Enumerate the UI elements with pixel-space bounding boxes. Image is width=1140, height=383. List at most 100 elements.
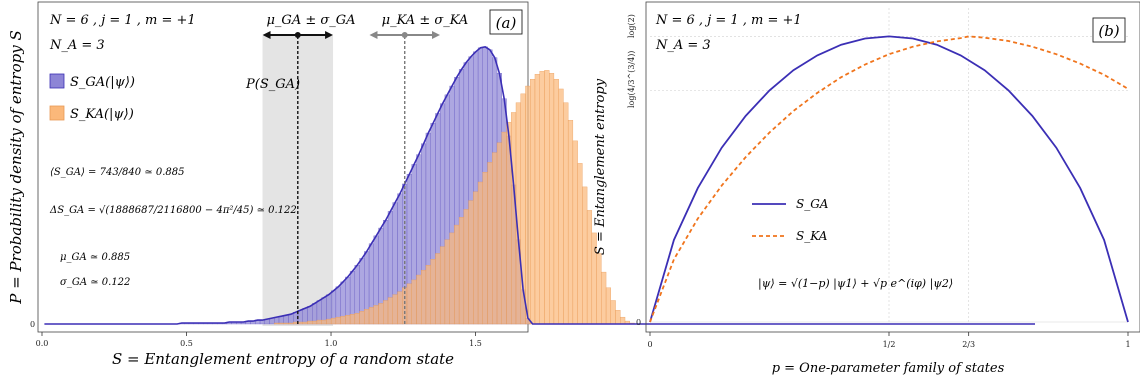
- histogram-ga-bar: [278, 315, 284, 325]
- histogram-ka-bar: [435, 253, 441, 325]
- histogram-ka-bar: [605, 287, 611, 325]
- panel-a: 0.0 0.5 1.0 1.5 0 S = Entanglement entropy …: [7, 1, 1035, 368]
- histogram-ka-bar: [558, 88, 564, 325]
- arrow-ka-center: [401, 32, 408, 38]
- histogram-ka-bar: [544, 70, 550, 325]
- y-tick-b-0: 0: [636, 318, 641, 327]
- histogram-ka-bar: [411, 279, 417, 325]
- legend-swatch-ka: [49, 105, 65, 121]
- histogram-ka-bar: [615, 310, 621, 325]
- histogram-ka-bar: [492, 152, 498, 325]
- histogram-ga-bar: [288, 314, 294, 325]
- x-tick-b-label: 1/2: [883, 340, 896, 349]
- curve-label-ga: P(S_GA): [245, 77, 300, 92]
- arrow-ga-head-right: [325, 31, 334, 39]
- histogram-ka-bar: [496, 142, 502, 325]
- histogram-ka-bar: [458, 217, 465, 325]
- arrow-ka: [369, 31, 440, 39]
- histogram-ga-bar: [302, 308, 308, 325]
- annotation-mu-sigma-ga: μ_GA ± σ_GA: [266, 13, 355, 28]
- histogram-ka-bar: [288, 322, 294, 325]
- panel-a-label-box: [489, 9, 523, 35]
- histogram-ka-bar: [425, 265, 431, 325]
- x-tick-b-label: 1: [1125, 340, 1130, 349]
- header-a-line1: N = 6 , j = 1 , m = +1: [49, 13, 196, 28]
- histogram-ka-bar: [359, 311, 365, 325]
- panel-b-frame: [645, 1, 1140, 333]
- histogram-ka-bar: [610, 300, 616, 325]
- histogram-ka-bar: [406, 283, 412, 325]
- histogram-ka-bar: [354, 313, 360, 325]
- histogram-ka-bar: [582, 186, 588, 325]
- histogram-ka-bar: [539, 71, 545, 325]
- legend-label-ka-b: S_KA: [796, 229, 828, 243]
- histogram-ka-bar: [449, 232, 455, 325]
- histogram-ka-bar: [525, 85, 531, 325]
- histogram-ka-bar: [368, 307, 374, 325]
- panel-a-label: (a): [496, 14, 517, 32]
- annotation-mean-ga: ⟨S_GA⟩ = 743/840 ≃ 0.885: [50, 167, 185, 178]
- histogram-ka-bar: [392, 294, 398, 325]
- x-tick-a-label: 0.5: [180, 339, 193, 348]
- histogram-ka-bar: [563, 102, 569, 325]
- line-ga: [649, 35, 1129, 323]
- histogram-ka-bar: [487, 162, 493, 325]
- histogram-ka-bar: [549, 73, 555, 325]
- x-tick-a-label: 1.5: [469, 339, 482, 348]
- y-axis-label-b: S = Entanglement entropy: [593, 78, 608, 255]
- x-tick-a-label: 1.0: [325, 339, 338, 348]
- histogram-ka-bar: [373, 305, 379, 325]
- histogram-ga-bar: [283, 315, 289, 325]
- histogram-ka-bar: [307, 320, 313, 325]
- arrow-ka-head-left: [369, 31, 378, 39]
- x-tick-b-label: 0: [647, 340, 652, 349]
- histogram-ka-bar: [378, 303, 384, 325]
- histogram-ka-bar: [553, 78, 559, 325]
- y-tick-b-2: log(2): [627, 14, 636, 38]
- y-tick-a-0: 0: [30, 320, 35, 329]
- histogram-ka-bar: [454, 224, 460, 325]
- histogram-ka-bar: [444, 239, 450, 325]
- histogram-ka-bar: [302, 321, 308, 325]
- legend-swatch-ga: [49, 73, 65, 89]
- histogram-ka-bar: [274, 322, 280, 325]
- histogram-ka-bar: [321, 319, 327, 325]
- x-ticks-a: 0.0 0.5 1.0 1.5: [36, 332, 482, 348]
- histogram-ka: [274, 70, 635, 325]
- header-a-line2: N_A = 3: [49, 38, 105, 53]
- histogram-ka-bar: [439, 246, 446, 325]
- histogram-ka-bar: [349, 314, 356, 325]
- histogram-ka-bar: [482, 172, 488, 325]
- histogram-ka-bar: [340, 315, 346, 325]
- histogram-ka-bar: [383, 300, 389, 325]
- histogram-ka-bar: [345, 315, 351, 325]
- histogram-ka-bar: [477, 181, 483, 325]
- arrow-ga-head-left: [262, 31, 271, 39]
- histogram-ka-bar: [586, 210, 593, 325]
- histogram-ka-bar: [468, 200, 474, 325]
- y-axis-label-a: P = Probability density of entropy S: [7, 30, 25, 304]
- histogram-ka-bar: [326, 318, 332, 325]
- histogram-ka-bar: [387, 297, 393, 325]
- arrow-ga-center: [294, 32, 301, 38]
- annotation-delta-ga: ΔS_GA = √(1888687/2116800 − 4π²/45) ≃ 0.…: [49, 205, 297, 216]
- histogram-ka-bar: [601, 271, 607, 325]
- histogram-ka-bar: [283, 322, 289, 325]
- annotation-mu-ga: μ_GA ≃ 0.885: [60, 252, 130, 263]
- histogram-ka-bar: [364, 309, 370, 325]
- density-curve-ga: [44, 46, 1035, 325]
- histogram-ka-bar: [530, 78, 536, 325]
- x-axis-label-a: S = Entanglement entropy of a random sta…: [112, 350, 454, 368]
- histogram-ka-bar: [397, 291, 403, 325]
- panel-b: 0 1/2 2/3 1 0 log(4/3^(3/4)) log(2) p = One…: [593, 1, 1140, 376]
- legend-label-ga-b: S_GA: [796, 197, 829, 211]
- histogram-ka-bar: [567, 120, 574, 325]
- x-tick-a-label: 0.0: [36, 339, 49, 348]
- arrow-ga: [262, 31, 334, 39]
- state-equation: |ψ⟩ = √(1−p) |ψ1⟩ + √p e^(iφ) |ψ2⟩: [758, 277, 953, 291]
- annotation-sigma-ga: σ_GA ≃ 0.122: [60, 277, 130, 288]
- histogram-ka-bar: [534, 74, 540, 325]
- x-tick-b-label: 2/3: [962, 340, 975, 349]
- histogram-ka-bar: [463, 209, 469, 325]
